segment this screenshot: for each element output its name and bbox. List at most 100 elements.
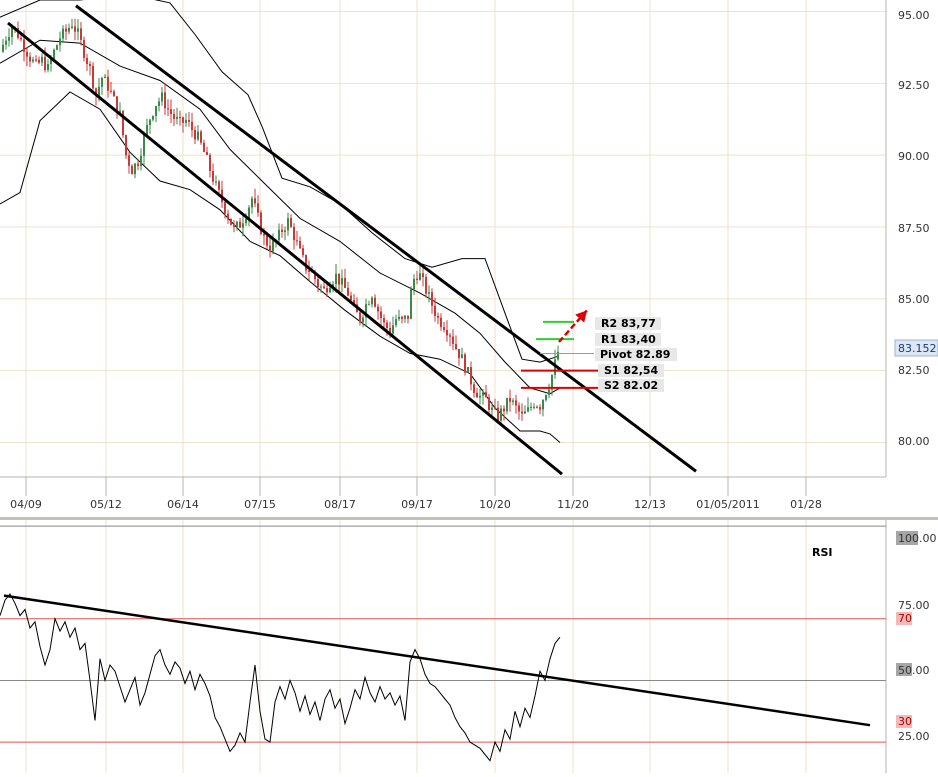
candle-body <box>380 311 382 319</box>
panel-separator[interactable] <box>0 517 938 520</box>
candle-body <box>305 255 307 271</box>
candle-body <box>461 354 463 359</box>
pivot-label-box <box>595 333 661 346</box>
candle-body <box>488 397 490 410</box>
candle-body <box>428 292 430 294</box>
candle-body <box>197 131 199 140</box>
candle-body <box>491 407 493 410</box>
candle-body <box>134 163 136 175</box>
candle-body <box>11 27 13 37</box>
price-y-tick-label: 90.00 <box>898 150 930 163</box>
breakout-arrow-shaft <box>558 309 588 343</box>
last-price-tag: 83.152 <box>894 339 938 357</box>
candle-body <box>92 65 94 89</box>
candle-body <box>524 411 526 414</box>
bollinger-lower-line <box>0 91 561 443</box>
candle-body <box>293 227 295 241</box>
candle-body <box>317 279 319 287</box>
candle-body <box>152 116 154 120</box>
candle-body <box>32 59 34 62</box>
rsi-y-tick-label: 50.00 <box>898 664 930 677</box>
candle-body <box>125 135 127 156</box>
candle-body <box>485 392 487 398</box>
candle-body <box>353 300 355 305</box>
price-y-tick-label: 87.50 <box>898 222 930 235</box>
rsi-title: RSI <box>812 546 833 559</box>
x-tick-label: 01/05/2011 <box>696 498 759 511</box>
candle-body <box>476 392 478 398</box>
candle-body <box>62 28 64 39</box>
candle-body <box>50 59 52 64</box>
candle-body <box>20 37 22 40</box>
candle-body <box>248 207 250 219</box>
candle-body <box>407 315 409 319</box>
rsi-tick-highlight <box>896 531 918 545</box>
candle-body <box>56 45 58 50</box>
rsi-trend-line <box>3 594 871 727</box>
rsi-y-tick-label: 75.00 <box>898 599 930 612</box>
x-tick-label: 12/13 <box>634 498 666 511</box>
candle-body <box>230 218 232 225</box>
candle-body <box>434 305 436 316</box>
candle-body <box>383 318 385 323</box>
rsi-line <box>0 593 561 762</box>
pivot-label-box <box>595 348 677 361</box>
candle-body <box>95 88 97 96</box>
rsi-grid <box>25 520 807 773</box>
candle-body <box>206 151 208 155</box>
bollinger-bands <box>0 0 561 443</box>
candle-body <box>203 142 205 152</box>
candle-body <box>260 212 262 234</box>
candle-body <box>557 351 559 360</box>
candle-body <box>287 218 289 231</box>
candle-body <box>398 316 400 319</box>
x-tick-label: 06/14 <box>167 498 199 511</box>
candle-body <box>245 218 247 224</box>
rsi-y-tick-label: 25.00 <box>898 730 930 743</box>
candle-body <box>365 304 367 318</box>
pivot-label-box <box>595 317 661 330</box>
candle-body <box>284 230 286 232</box>
candle-body <box>548 389 550 395</box>
candle-body <box>455 343 457 350</box>
candle-body <box>377 306 379 312</box>
candle-body <box>149 119 151 125</box>
price-panel: 95.00 92.50 90.00 87.50 85.00 82.50 80.0… <box>0 0 938 511</box>
pivot-level-labels: R2 83,77 R1 83,40 Pivot 82.89 S1 82,54 S… <box>595 317 677 392</box>
rsi-y-tick-label: 100.00 <box>898 532 937 545</box>
candle-body <box>458 349 460 359</box>
candle-body <box>395 319 397 326</box>
candle-body <box>71 26 73 28</box>
x-tick-label: 10/20 <box>479 498 511 511</box>
candle-body <box>269 245 271 252</box>
rsi-panel: RSI 100.00 75.00 70 50.00 30 25.00 <box>0 520 937 773</box>
price-grid <box>0 0 886 496</box>
candle-body <box>389 328 391 334</box>
x-tick-label: 04/09 <box>10 498 42 511</box>
candle-body <box>44 56 46 71</box>
rsi-tick-highlight <box>896 612 912 625</box>
candle-body <box>2 44 4 52</box>
candle-body <box>146 125 148 135</box>
candle-body <box>314 271 316 280</box>
candle-body <box>155 106 157 116</box>
rsi-tick-highlight <box>896 663 912 676</box>
candle-body <box>59 38 61 46</box>
x-tick-label: 01/28 <box>790 498 822 511</box>
candle-body <box>509 397 511 402</box>
candle-body <box>506 397 508 412</box>
candle-body <box>473 384 475 393</box>
candle-body <box>215 181 217 183</box>
candle-body <box>53 49 55 59</box>
price-y-tick-label: 82.50 <box>898 364 930 377</box>
candle-body <box>362 317 364 323</box>
price-y-tick-labels: 95.00 92.50 90.00 87.50 85.00 82.50 80.0… <box>898 9 930 448</box>
candle-body <box>5 40 7 45</box>
breakout-arrow <box>558 309 588 343</box>
candle-body <box>359 312 361 323</box>
rsi-reference-label: 70 <box>898 612 912 625</box>
candle-body <box>419 273 421 280</box>
candle-body <box>503 408 505 412</box>
candle-body <box>89 64 91 66</box>
